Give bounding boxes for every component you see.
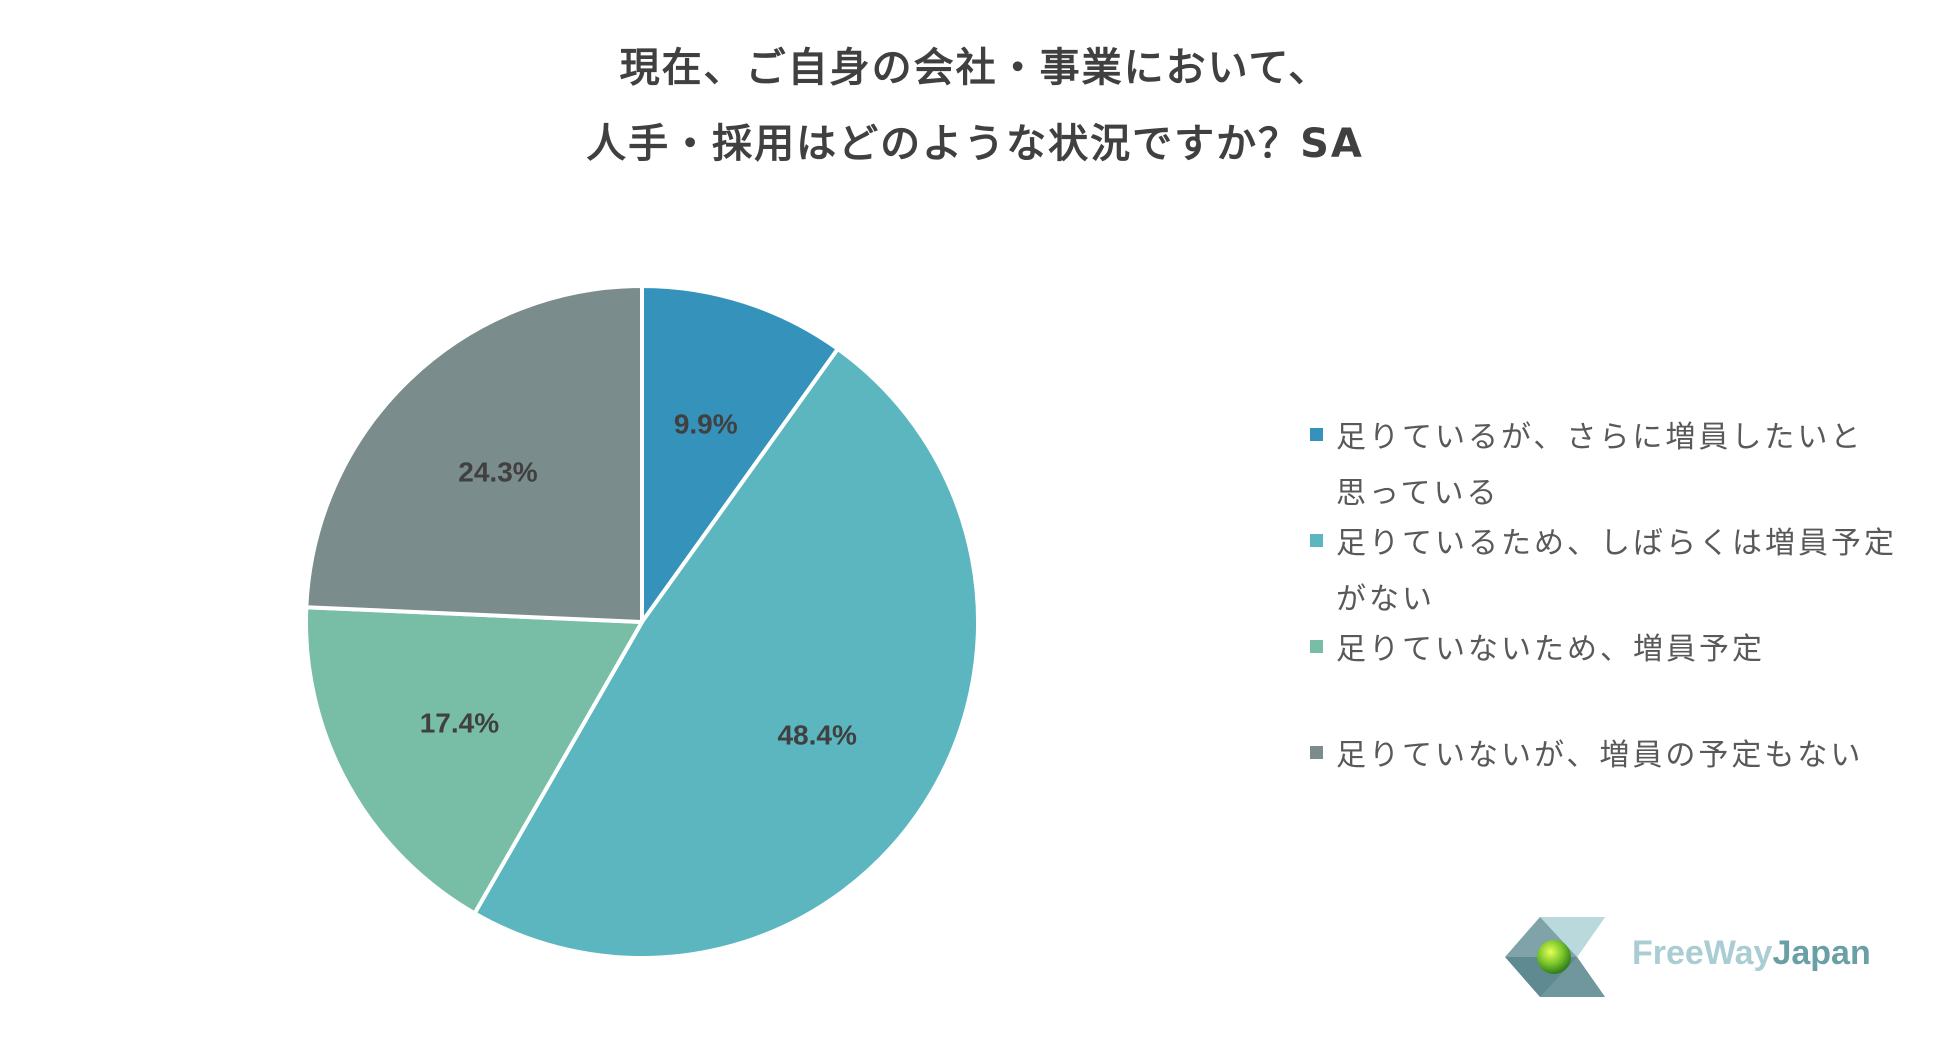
legend-label-line: 足りているため、しばらくは増員予定 (1336, 526, 1897, 561)
legend-label-line: 足りていないため、増員予定 (1336, 632, 1765, 667)
freewayjapan-logo: FreeWayJapan (1505, 912, 1905, 1002)
pie-slice (640, 284, 840, 624)
legend-swatch-icon (1310, 534, 1323, 547)
logo-text: FreeWayJapan (1632, 934, 1871, 973)
logo-mark-icon (1505, 917, 1605, 997)
pie-slice (304, 284, 644, 624)
logo-text-freeway: FreeWay (1632, 934, 1773, 972)
legend-label-line: 足りていないが、増員の予定もない (1336, 738, 1864, 773)
pie-slice (304, 605, 644, 916)
legend-label: 足りていないが、増員の予定もない (1336, 728, 1906, 784)
pie-data-label: 9.9% (674, 409, 738, 440)
legend-label-line: 思っている (1336, 476, 1500, 511)
legend-label: 足りていないため、増員予定 (1336, 622, 1906, 678)
pie-data-label: 24.3% (458, 456, 537, 487)
legend-label-line: 足りているが、さらに増員したいと (1336, 420, 1864, 455)
legend-label: 足りているが、さらに増員したいと 思っている (1336, 410, 1906, 522)
legend-swatch-icon (1310, 428, 1323, 441)
chart-title-line-1: 現在、ご自身の会社・事業において、 (619, 45, 1331, 91)
legend-label-line: がない (1336, 582, 1435, 617)
logo-text-japan: Japan (1772, 934, 1871, 972)
legend-swatch-icon (1310, 746, 1323, 759)
pie-slice (472, 346, 980, 960)
legend-swatch-icon (1310, 640, 1323, 653)
pie-data-label: 17.4% (420, 707, 499, 738)
chart-title-line-2: 人手・採用はどのような状況ですか？SA (586, 121, 1364, 167)
legend-label: 足りているため、しばらくは増員予定 がない (1336, 516, 1906, 628)
pie-data-label: 48.4% (777, 720, 856, 751)
